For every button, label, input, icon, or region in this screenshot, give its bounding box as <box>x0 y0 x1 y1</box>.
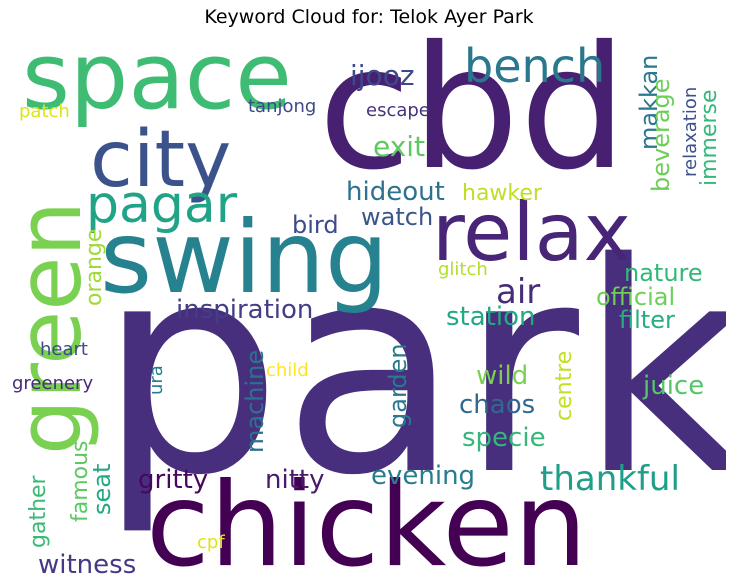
word-specie: specie <box>462 423 546 453</box>
word-greenery: greenery <box>12 373 93 394</box>
word-ijooz: ijooz <box>350 59 415 92</box>
word-station: station <box>446 302 535 332</box>
word-machine: machine <box>241 350 269 453</box>
word-air: air <box>496 272 540 312</box>
word-exit: exit <box>373 130 425 163</box>
word-juice: juice <box>642 371 704 401</box>
word-glitch: glitch <box>438 259 488 280</box>
word-swing: swing <box>100 199 389 316</box>
word-bench: bench <box>464 39 605 93</box>
word-thankful: thankful <box>540 459 680 499</box>
word-relax: relax <box>432 186 631 279</box>
word-pagar: pagar <box>86 175 238 235</box>
word-cbd: cbd <box>318 32 627 208</box>
word-gritty: gritty <box>138 465 208 495</box>
word-wild: wild <box>476 361 528 391</box>
word-hideout: hideout <box>346 177 445 207</box>
word-garden: garden <box>384 343 412 428</box>
word-cpf: cpf <box>197 532 225 553</box>
word-beverage: beverage <box>647 78 675 192</box>
word-escape: escape <box>366 100 430 121</box>
word-witness: witness <box>38 550 136 580</box>
word-patch: patch <box>19 101 70 122</box>
word-inspiration: inspiration <box>176 295 313 325</box>
chart-title: Keyword Cloud for: Telok Ayer Park <box>204 6 534 28</box>
word-filter: filter <box>619 306 675 334</box>
word-nature: nature <box>624 259 703 287</box>
word-gather: gather <box>26 474 51 548</box>
word-child: child <box>266 360 309 381</box>
word-nitty: nitty <box>265 465 324 495</box>
word-centre: centre <box>552 351 577 421</box>
word-ura: ura <box>146 365 167 395</box>
word-chicken: chicken <box>146 458 587 580</box>
word-space: space <box>22 32 292 130</box>
word-watch: watch <box>361 203 433 231</box>
word-chaos: chaos <box>459 390 535 420</box>
word-orange: orange <box>82 229 107 306</box>
word-heart: heart <box>40 339 88 360</box>
word-immerse: immerse <box>697 89 722 186</box>
word-tanjong: tanjong <box>248 96 316 117</box>
word-seat: seat <box>88 464 116 515</box>
word-official: official <box>596 283 675 311</box>
word-famous: famous <box>68 440 93 522</box>
word-city: city <box>90 115 231 205</box>
word-bird: bird <box>292 211 339 239</box>
word-evening: evening <box>371 461 475 491</box>
word-green: green <box>12 201 101 455</box>
word-cloud-canvas: parkchickencbdswingspacegreencityrelaxbe… <box>12 32 726 580</box>
word-cloud: park chicken cbd swing space green city relax be… <box>12 32 726 580</box>
word-relaxation: relaxation <box>680 87 701 177</box>
word-hawker: hawker <box>462 181 543 206</box>
word-makkan: makkan <box>635 55 663 150</box>
word-park: park <box>98 202 726 539</box>
